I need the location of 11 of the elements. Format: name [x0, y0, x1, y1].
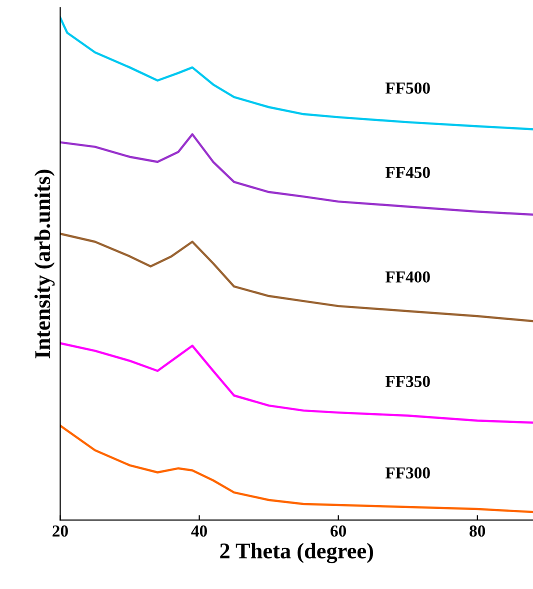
y-axis-title: Intensity (arb.units)	[34, 170, 55, 358]
series-label: FF350	[385, 376, 430, 388]
x-tick-label: 80	[470, 525, 486, 537]
series-label: FF500	[385, 82, 430, 94]
series-label: FF400	[385, 271, 430, 283]
x-tick-label: 40	[191, 525, 207, 537]
x-axis-title: 2 Theta (degree)	[220, 542, 373, 564]
x-tick-label: 20	[52, 525, 68, 537]
series-label: FF450	[385, 166, 430, 178]
x-tick-label: 60	[330, 525, 346, 537]
series-label: FF300	[385, 467, 430, 479]
